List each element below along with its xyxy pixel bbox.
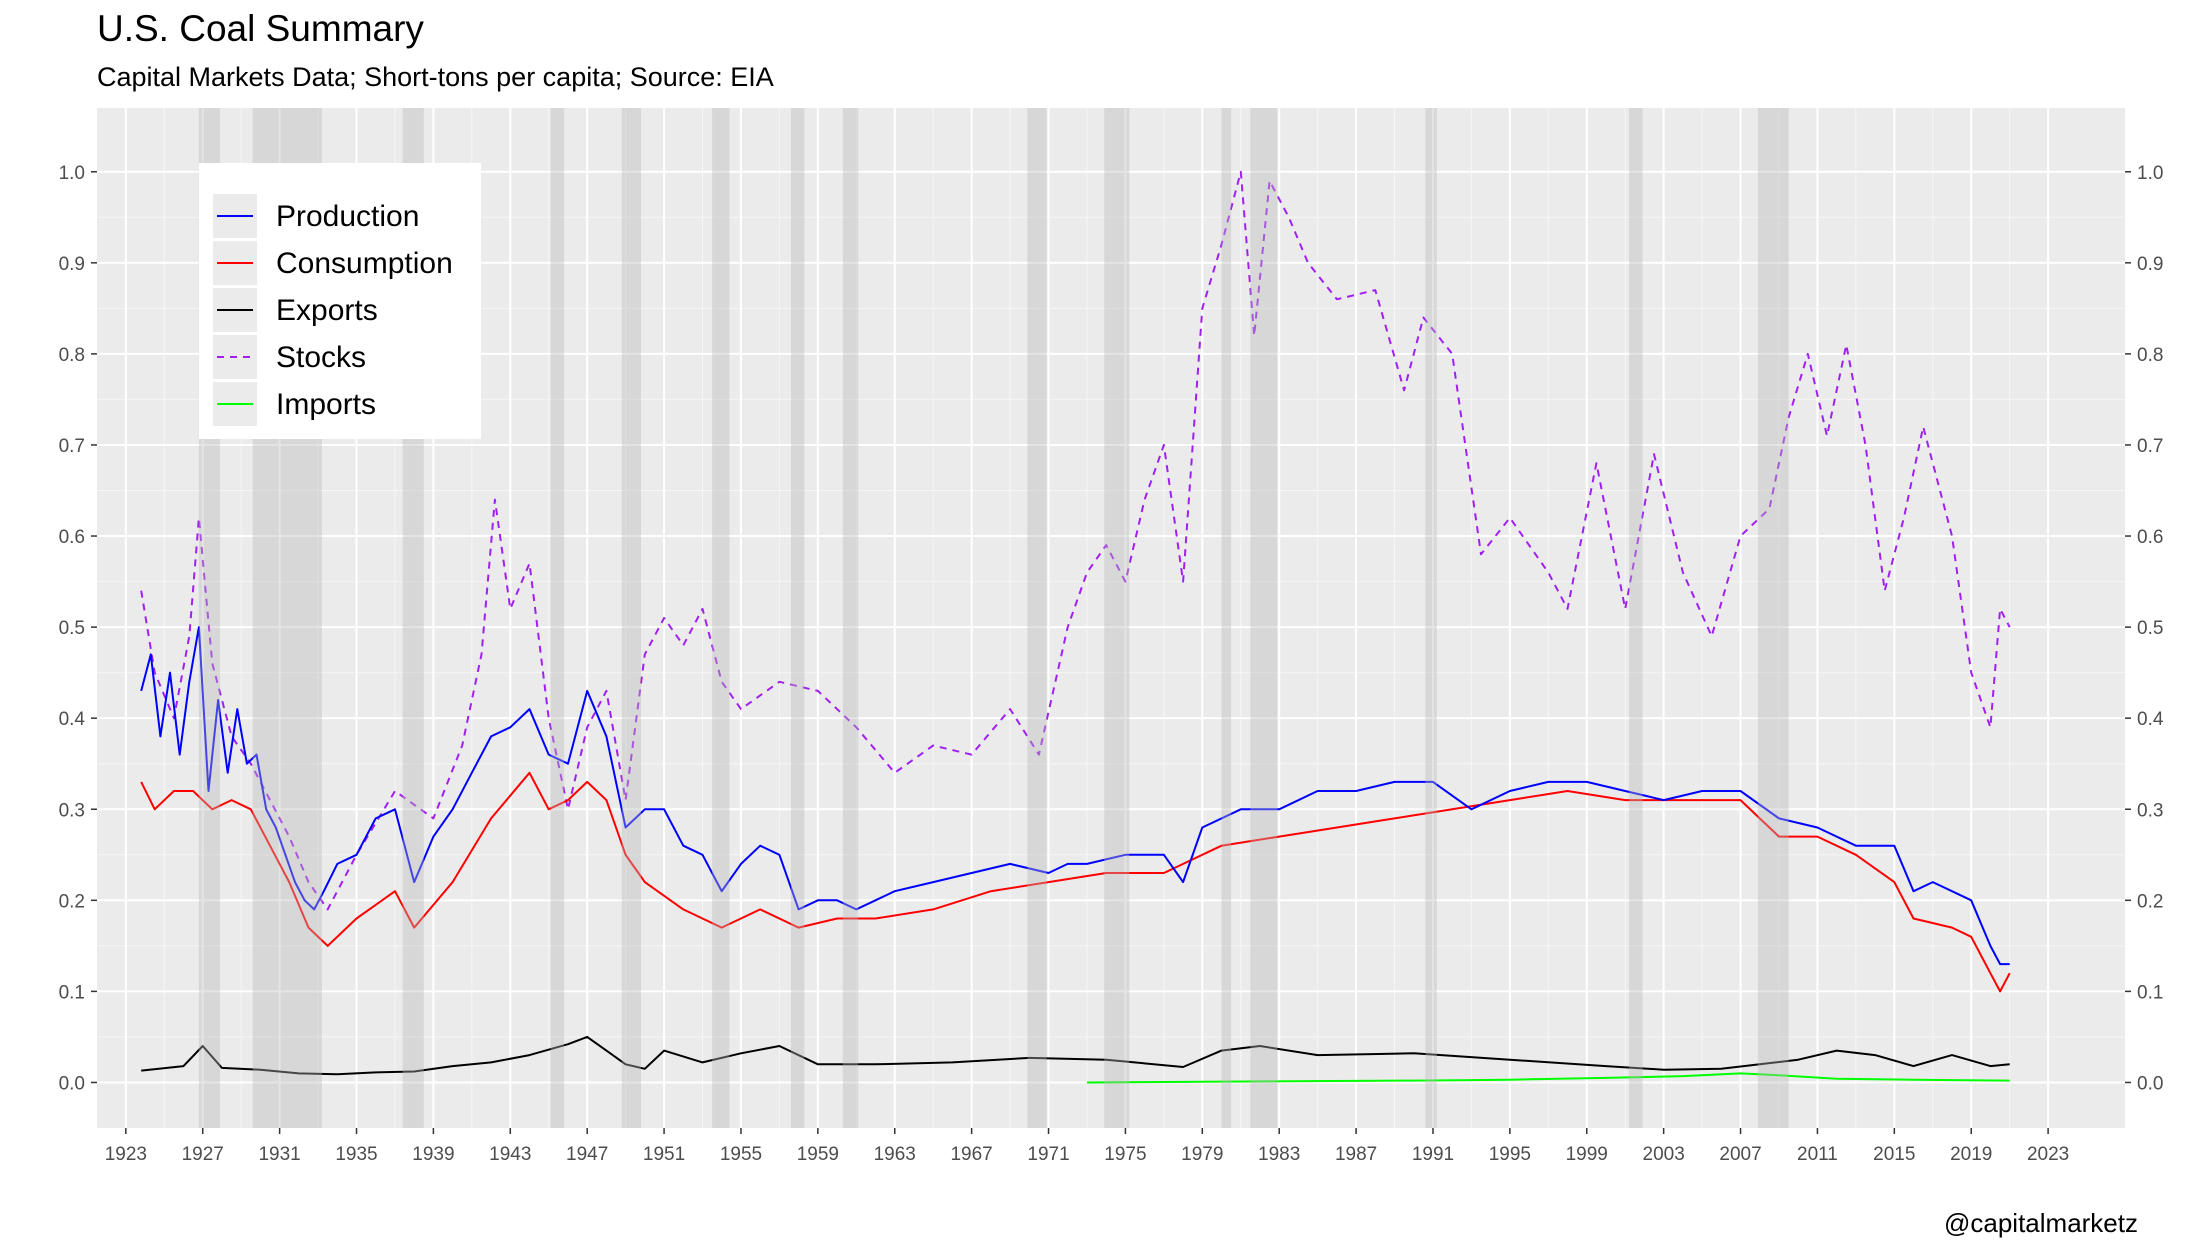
y-tick-label-left: 0.6 (59, 527, 85, 548)
x-tick-label: 1963 (874, 1144, 916, 1165)
legend-label-consumption: Consumption (276, 247, 453, 280)
x-tick-label: 2003 (1643, 1144, 1685, 1165)
series-line-consumption (140, 771, 2011, 993)
x-tick-label: 2015 (1873, 1144, 1915, 1165)
y-tick-label-left: 0.0 (59, 1073, 85, 1094)
y-tick-label-right: 1.0 (2137, 163, 2163, 184)
series-line-stocks (140, 170, 2011, 911)
series-line-imports (1086, 1072, 2010, 1084)
legend-label-imports: Imports (276, 388, 376, 421)
y-tick-label-left: 0.8 (59, 345, 85, 366)
x-tick-label: 1947 (566, 1144, 608, 1165)
y-tick-label-right: 0.0 (2137, 1073, 2163, 1094)
x-tick-label: 1999 (1566, 1144, 1608, 1165)
x-tick-label: 1995 (1489, 1144, 1531, 1165)
y-tick-label-right: 0.4 (2137, 709, 2164, 730)
recession-band (1425, 108, 1437, 1128)
y-tick-label-right: 0.5 (2137, 618, 2163, 639)
chart-subtitle: Capital Markets Data; Short-tons per cap… (97, 62, 774, 92)
x-tick-label: 1927 (182, 1144, 224, 1165)
y-tick-label-left: 0.4 (59, 709, 86, 730)
recession-band (1629, 108, 1643, 1128)
recession-band (550, 108, 565, 1128)
x-tick-label: 1991 (1412, 1144, 1454, 1165)
x-tick-label: 1951 (643, 1144, 685, 1165)
recession-band (1221, 108, 1232, 1128)
y-tick-label-right: 0.1 (2137, 982, 2163, 1003)
recession-band (1250, 108, 1278, 1128)
x-tick-label: 2023 (2027, 1144, 2069, 1165)
legend-label-production: Production (276, 200, 419, 233)
x-tick-label: 1935 (335, 1144, 377, 1165)
y-tick-label-right: 0.6 (2137, 527, 2163, 548)
x-tick-label: 1931 (258, 1144, 300, 1165)
recession-band (1027, 108, 1047, 1128)
x-tick-label: 1923 (105, 1144, 147, 1165)
legend-label-exports: Exports (276, 294, 378, 327)
y-tick-label-left: 0.9 (59, 254, 85, 275)
recession-band (712, 108, 730, 1128)
x-tick-label: 1955 (720, 1144, 762, 1165)
legend-label-stocks: Stocks (276, 341, 366, 374)
y-tick-label-left: 0.2 (59, 891, 85, 912)
x-tick-label: 1939 (412, 1144, 454, 1165)
series-line-exports (141, 1035, 2010, 1076)
recession-band (1104, 108, 1130, 1128)
x-tick-label: 1983 (1258, 1144, 1300, 1165)
series-line-production (140, 626, 2010, 966)
y-tick-label-right: 0.2 (2137, 891, 2163, 912)
y-tick-label-left: 1.0 (59, 163, 85, 184)
x-tick-label: 1959 (797, 1144, 839, 1165)
recession-band (621, 108, 642, 1128)
y-tick-label-right: 0.9 (2137, 254, 2163, 275)
x-tick-label: 2011 (1797, 1144, 1838, 1165)
x-tick-label: 1979 (1181, 1144, 1223, 1165)
x-tick-label: 1943 (489, 1144, 531, 1165)
recession-band (1757, 108, 1789, 1128)
recession-band (842, 108, 859, 1128)
x-tick-label: 1975 (1104, 1144, 1146, 1165)
chart-title: U.S. Coal Summary (97, 8, 424, 49)
y-tick-label-right: 0.3 (2137, 800, 2163, 821)
x-tick-label: 2007 (1719, 1144, 1761, 1165)
recession-band (790, 108, 805, 1128)
y-tick-label-right: 0.7 (2137, 436, 2163, 457)
legend: Production Consumption Exports Stocks Import… (199, 163, 481, 439)
x-tick-label: 1967 (950, 1144, 992, 1165)
y-tick-label-right: 0.8 (2137, 345, 2163, 366)
y-tick-label-left: 0.5 (59, 618, 85, 639)
x-tick-label: 1971 (1027, 1144, 1069, 1165)
x-tick-label: 1987 (1335, 1144, 1377, 1165)
credit-handle: @capitalmarketz (1943, 1208, 2138, 1238)
y-tick-label-left: 0.1 (59, 982, 85, 1003)
y-tick-label-left: 0.7 (59, 436, 85, 457)
y-tick-label-left: 0.3 (59, 800, 85, 821)
x-tick-label: 2019 (1950, 1144, 1992, 1165)
